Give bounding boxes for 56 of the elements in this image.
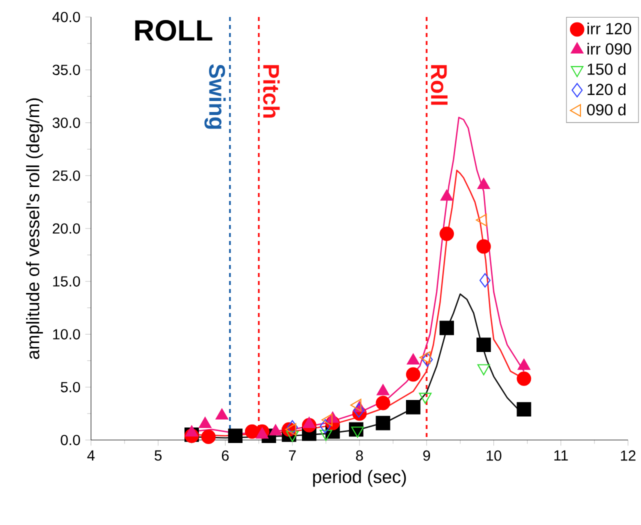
ref-line-label: Roll bbox=[430, 65, 448, 105]
point bbox=[406, 367, 420, 382]
point bbox=[440, 226, 454, 241]
x-tick-label: 11 bbox=[554, 450, 568, 460]
point bbox=[286, 420, 298, 435]
ref-line-label: Swing bbox=[204, 64, 226, 129]
y-tick-label: 5.0 bbox=[60, 382, 80, 392]
point bbox=[476, 338, 491, 352]
legend-label: 150 d bbox=[588, 63, 626, 75]
legend-label: 090 d bbox=[587, 104, 626, 116]
x-tick-label: 4 bbox=[87, 450, 95, 460]
point bbox=[376, 384, 390, 396]
y-tick-label: 40.0 bbox=[52, 12, 80, 22]
chart-title: ROLL bbox=[135, 20, 212, 41]
point bbox=[376, 416, 390, 430]
point bbox=[440, 320, 454, 336]
point bbox=[269, 424, 282, 436]
x-tick-label: 12 bbox=[620, 450, 636, 461]
point bbox=[406, 353, 420, 365]
y-tick-label: 25.0 bbox=[52, 170, 80, 181]
point bbox=[477, 178, 490, 190]
x-axis-title: period (sec) bbox=[313, 470, 406, 487]
point bbox=[479, 273, 491, 288]
x-tick-label: 9 bbox=[423, 450, 430, 461]
legend-label: 120 d bbox=[588, 83, 626, 96]
point bbox=[376, 396, 390, 410]
x-tick-label: 7 bbox=[289, 450, 296, 460]
x-tick-label: 8 bbox=[356, 450, 363, 461]
point bbox=[198, 416, 212, 428]
point bbox=[516, 371, 532, 386]
point bbox=[518, 358, 530, 370]
point bbox=[406, 400, 420, 414]
ref-line-label: Pitch bbox=[263, 65, 280, 118]
y-tick-label: 35.0 bbox=[52, 64, 80, 76]
point bbox=[422, 352, 433, 367]
point bbox=[201, 430, 216, 444]
point bbox=[302, 416, 316, 428]
legend-label: irr 120 bbox=[588, 22, 632, 34]
y-tick-label: 10.0 bbox=[53, 329, 80, 340]
point bbox=[256, 428, 268, 439]
y-tick-label: 20.0 bbox=[52, 223, 80, 234]
point bbox=[320, 419, 331, 434]
point bbox=[516, 402, 532, 417]
y-tick-label: 15.0 bbox=[53, 276, 80, 287]
point bbox=[216, 408, 228, 420]
x-tick-label: 6 bbox=[222, 450, 229, 461]
point bbox=[228, 428, 243, 443]
x-tick-label: 5 bbox=[154, 450, 162, 461]
x-tick-label: 10 bbox=[486, 450, 502, 461]
legend-label: irr 090 bbox=[588, 42, 632, 55]
point bbox=[476, 239, 491, 254]
y-tick-label: 0.0 bbox=[60, 434, 80, 446]
y-axis-title: amplitude of vessel's roll (deg/m) bbox=[26, 98, 43, 359]
point bbox=[353, 403, 364, 418]
y-tick-label: 30.0 bbox=[52, 118, 80, 128]
point bbox=[440, 190, 454, 201]
